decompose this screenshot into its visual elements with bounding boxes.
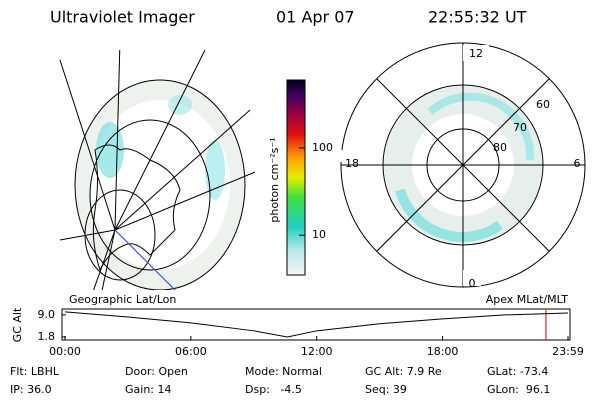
x-tick-label: 18:00 [427,345,459,358]
x-tick-label: 12:00 [301,345,333,358]
mlt-label: 6 [574,157,581,170]
y-tick-label: 9.0 [38,308,56,321]
title: Ultraviolet Imager [50,8,195,27]
status-field: Flt: LBHL [10,365,60,378]
status-field: Dsp: -4.5 [245,383,302,396]
panel-label: Geographic Lat/Lon [69,293,176,306]
x-tick-label: 23:59 [552,345,584,358]
panel-label: Apex MLat/MLT [486,293,569,306]
mlat-label: 70 [513,121,527,134]
colorbar-tick-label: 10 [312,228,326,241]
altitude-line [64,311,569,338]
geo-map [59,50,255,290]
y-tick-label: 1.8 [38,330,56,343]
x-tick-label: 06:00 [175,345,207,358]
colorbar [286,79,306,276]
status-field: Gain: 14 [125,383,172,396]
status-field: Seq: 39 [365,383,407,396]
mlt-label: 0 [469,277,476,290]
mlat-label: 60 [536,98,550,111]
status-field: GLon: 96.1 [487,383,550,396]
polar-plot [338,42,586,288]
colorbar-label: photon cm⁻²s⁻¹ [268,137,281,222]
altitude-frame [61,308,571,341]
mlt-label: 12 [469,47,483,60]
time: 22:55:32 UT [428,8,527,27]
status-field: GC Alt: 7.9 Re [365,365,442,378]
status-field: Door: Open [125,365,188,378]
mlat-label: 80 [493,141,507,154]
date: 01 Apr 07 [276,8,355,27]
status-field: IP: 36.0 [10,383,52,396]
colorbar-tick-label: 100 [312,141,333,154]
x-tick-label: 00:00 [49,345,81,358]
status-field: GLat: -73.4 [487,365,548,378]
mlt-label: 18 [345,157,359,170]
status-field: Mode: Normal [245,365,322,378]
altitude-ylabel: GC Alt [11,307,24,342]
